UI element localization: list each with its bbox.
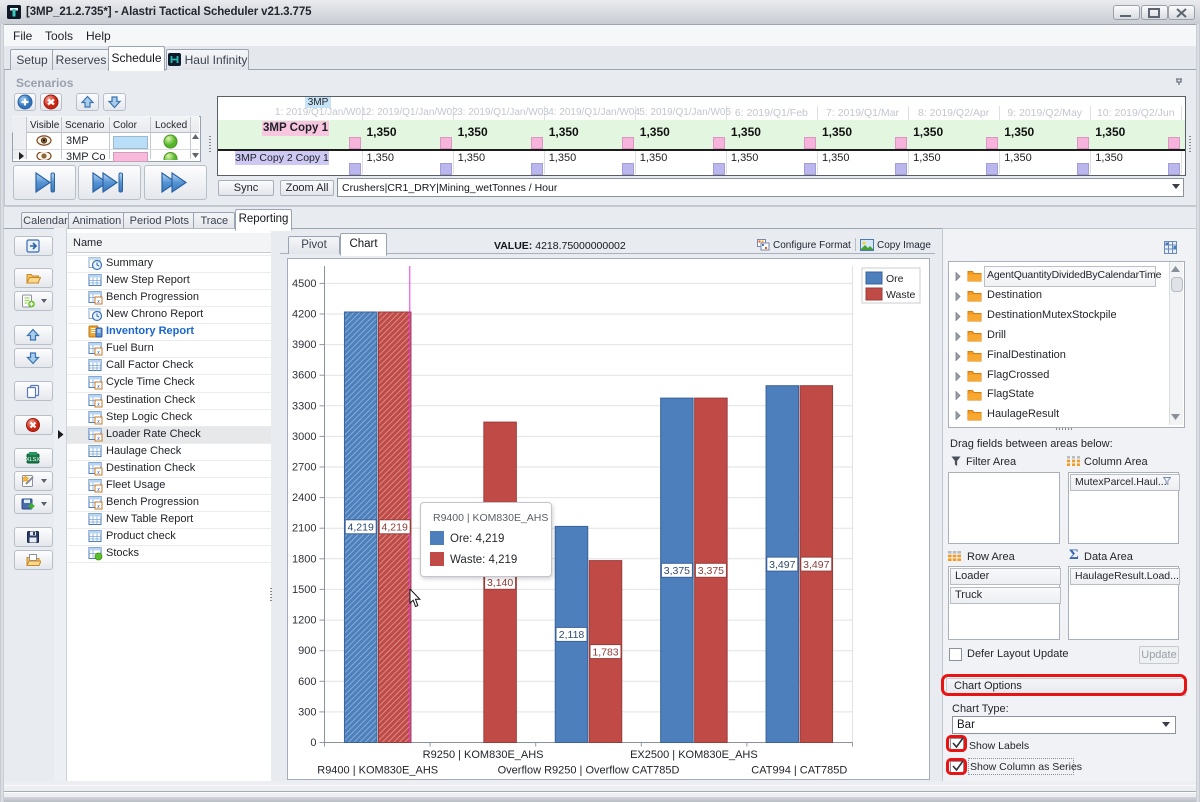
svg-text:4500: 4500 — [292, 278, 316, 290]
svg-text:600: 600 — [298, 676, 316, 688]
svg-text:XLSX: XLSX — [26, 457, 40, 463]
svg-text:x: x — [96, 419, 100, 425]
svg-text:1,783: 1,783 — [592, 646, 618, 658]
svg-text:2700: 2700 — [292, 462, 316, 474]
svg-text:3,375: 3,375 — [698, 565, 724, 577]
svg-text:x: x — [96, 350, 100, 356]
svg-text:4200: 4200 — [292, 309, 316, 321]
svg-text:3,497: 3,497 — [803, 559, 829, 571]
svg-text:R9400 | KOM830E_AHS: R9400 | KOM830E_AHS — [317, 765, 438, 777]
svg-text:EX2500 | KOM830E_AHS: EX2500 | KOM830E_AHS — [630, 749, 758, 761]
svg-text:R9250 | KOM830E_AHS: R9250 | KOM830E_AHS — [423, 749, 544, 761]
svg-text:900: 900 — [298, 645, 316, 657]
svg-text:1800: 1800 — [292, 553, 316, 565]
svg-text:0: 0 — [310, 737, 316, 749]
svg-text:x: x — [96, 436, 100, 442]
svg-text:Waste: Waste — [886, 289, 916, 301]
svg-text:2100: 2100 — [292, 523, 316, 535]
svg-text:2,118: 2,118 — [559, 629, 585, 641]
svg-text:x: x — [96, 384, 100, 390]
svg-text:3,375: 3,375 — [664, 565, 690, 577]
svg-text:1500: 1500 — [292, 584, 316, 596]
svg-text:4,219: 4,219 — [382, 522, 408, 534]
svg-text:Ore: Ore — [886, 273, 904, 285]
svg-text:x: x — [96, 504, 100, 510]
svg-text:4,219: 4,219 — [348, 522, 374, 534]
svg-text:3600: 3600 — [292, 370, 316, 382]
svg-text:3300: 3300 — [292, 400, 316, 412]
svg-text:2400: 2400 — [292, 492, 316, 504]
svg-text:3,140: 3,140 — [487, 577, 513, 589]
svg-text:1200: 1200 — [292, 615, 316, 627]
svg-text:x: x — [96, 402, 100, 408]
svg-text:x: x — [96, 487, 100, 493]
svg-text:Overflow R9250 | Overflow CAT7: Overflow R9250 | Overflow CAT785D — [498, 765, 680, 777]
svg-text:300: 300 — [298, 706, 316, 718]
svg-text:CAT994 | CAT785D: CAT994 | CAT785D — [751, 765, 847, 777]
svg-text:x: x — [96, 299, 100, 305]
svg-text:3900: 3900 — [292, 339, 316, 351]
svg-text:x: x — [96, 470, 100, 476]
svg-text:3000: 3000 — [292, 431, 316, 443]
svg-text:3,497: 3,497 — [769, 559, 795, 571]
